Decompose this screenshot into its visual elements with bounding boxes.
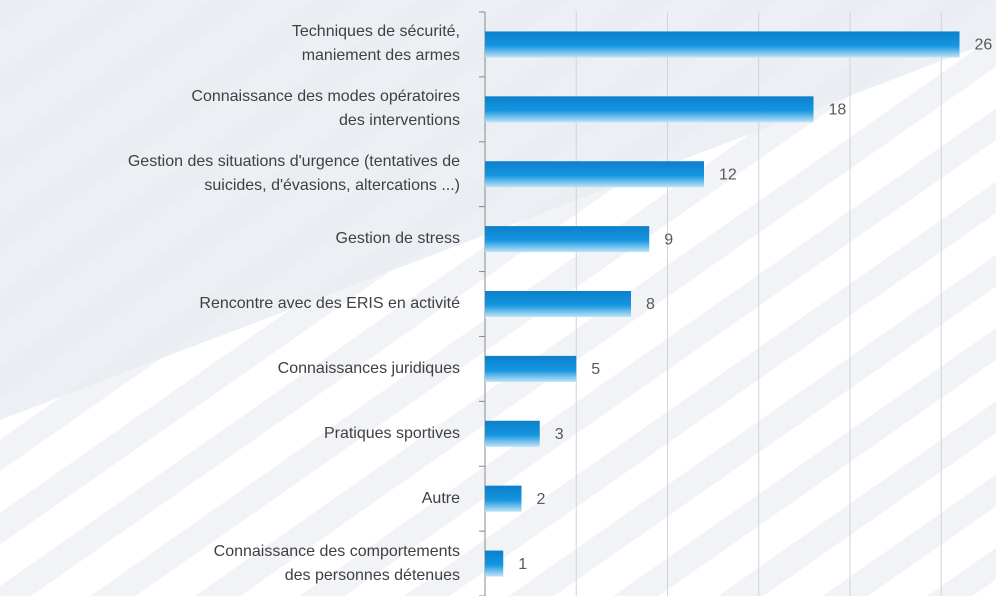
- bar: [485, 96, 814, 123]
- value-label: 26: [975, 37, 993, 54]
- value-label: 12: [719, 166, 737, 183]
- bar: [485, 291, 631, 317]
- value-label: 5: [591, 361, 600, 378]
- value-label: 3: [555, 426, 564, 443]
- bar: [485, 355, 577, 382]
- category-label: Connaissance des modes opératoires des i…: [191, 88, 460, 130]
- category-label: Connaissance des comportements des perso…: [213, 542, 460, 584]
- value-label: 1: [518, 556, 527, 573]
- category-label: Techniques de sécurité, maniement des ar…: [291, 23, 460, 65]
- category-label: Autre: [421, 489, 460, 507]
- value-label: 2: [537, 491, 546, 508]
- bar: [485, 226, 650, 253]
- category-label: Rencontre avec des ERIS en activité: [199, 295, 460, 312]
- bar: [485, 161, 704, 188]
- category-label: Connaissances juridiques: [277, 359, 460, 377]
- category-label: Pratiques sportives: [323, 424, 460, 442]
- bar: [485, 485, 522, 512]
- bar: [485, 31, 960, 58]
- value-label: 18: [829, 102, 847, 119]
- value-label: 8: [646, 296, 655, 313]
- bar: [485, 550, 504, 577]
- bar: [485, 420, 540, 447]
- value-label: 9: [664, 231, 673, 248]
- category-label: Gestion de stress: [335, 230, 461, 248]
- category-label: Gestion des situations d'urgence (tentat…: [127, 153, 460, 195]
